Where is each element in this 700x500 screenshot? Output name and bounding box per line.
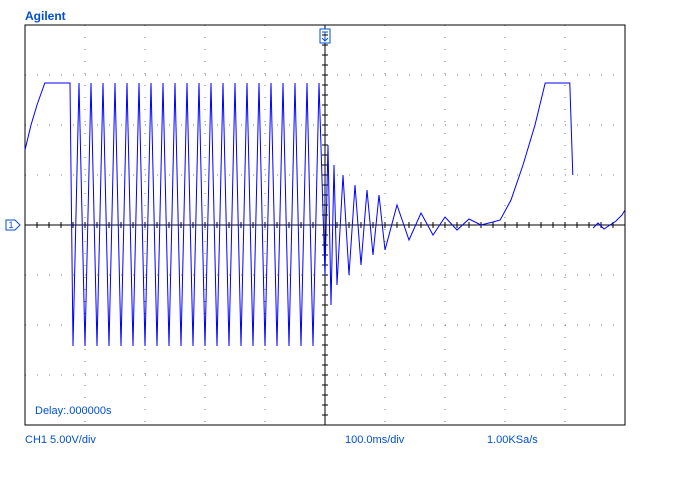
channel-scale: CH1 5.00V/div bbox=[25, 434, 96, 446]
delay-label: Delay:.000000s bbox=[35, 405, 112, 417]
sample-rate: 1.00KSa/s bbox=[487, 434, 538, 446]
channel-marker-shape bbox=[5, 219, 21, 231]
brand: Agilent bbox=[25, 9, 66, 23]
time-scale: 100.0ms/div bbox=[345, 434, 405, 446]
trigger-icon bbox=[321, 31, 329, 42]
channel-marker-box: 1 bbox=[5, 219, 21, 231]
trigger-marker bbox=[319, 28, 331, 44]
waveform bbox=[24, 82, 626, 347]
channel-marker: 1 bbox=[8, 220, 13, 230]
